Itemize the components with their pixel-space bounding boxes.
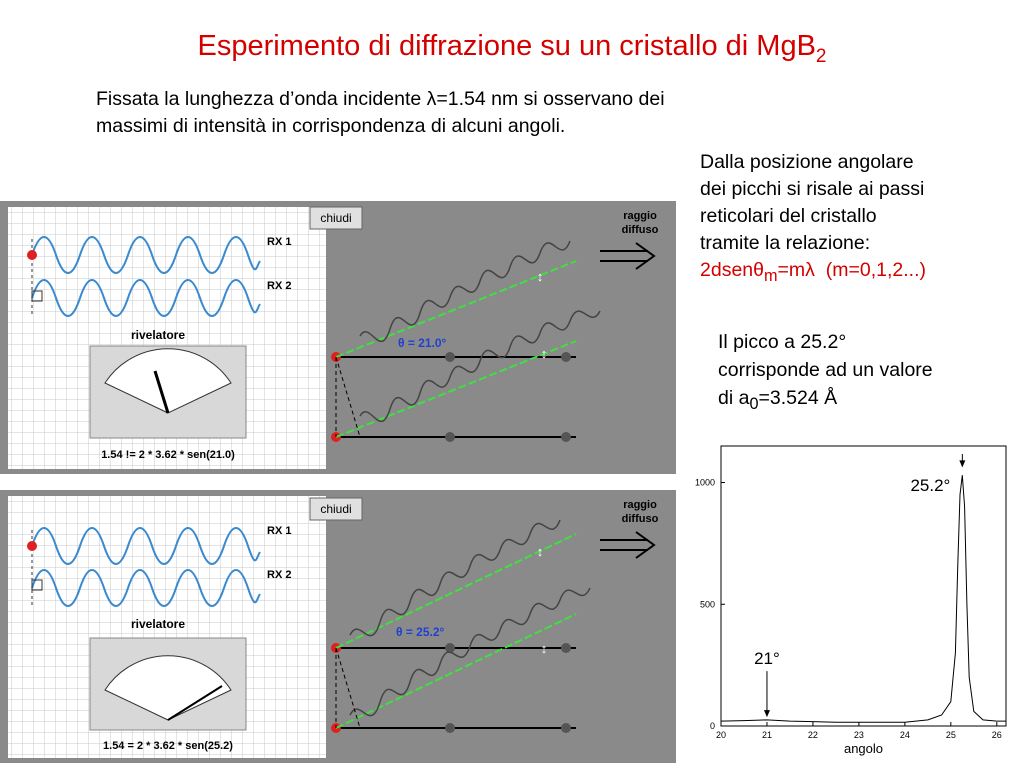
x-axis-label: angolo <box>844 741 883 756</box>
rx2-wave <box>31 279 261 317</box>
diffused-ray-label-1: raggio <box>623 499 657 511</box>
bragg-equation: 1.54 = 2 * 3.62 * sen(25.2) <box>103 740 233 752</box>
y-tick-label: 500 <box>700 599 715 609</box>
arrow-right-icon <box>600 531 656 559</box>
plot-frame <box>720 445 1007 727</box>
x-tick-label: 26 <box>992 730 1002 740</box>
angle-readout: θ = 21.0° <box>398 336 447 350</box>
arrow-down-icon <box>763 710 770 718</box>
drag-handle-icon[interactable]: ↕ <box>537 544 544 559</box>
drag-handle-icon[interactable]: ↕ <box>541 346 548 361</box>
arrow-down-icon <box>959 460 966 468</box>
rx2-label: RX 2 <box>267 569 291 581</box>
rx1-label: RX 1 <box>267 525 291 537</box>
x-tick-label: 20 <box>716 730 726 740</box>
series-line-0 <box>720 475 1006 723</box>
drag-handle-icon[interactable]: ↕ <box>537 269 544 284</box>
y-tick-label: 1000 <box>695 478 715 488</box>
diffraction-sim-panel-2: RX 1 RX 2 rivelatore 1.54 = 2 * 3.62 * s… <box>0 490 676 763</box>
drag-handle-icon[interactable]: ↕ <box>541 641 548 656</box>
bragg-equation: 1.54 != 2 * 3.62 * sen(21.0) <box>101 449 235 461</box>
peak-explanation: Il picco a 25.2° corrisponde ad un valor… <box>718 331 933 413</box>
close-button[interactable] <box>309 206 363 230</box>
rx2-label: RX 2 <box>267 280 291 292</box>
slide-title: Esperimento di diffrazione su un cristal… <box>197 30 827 67</box>
intro-text: Fissata la lunghezza d’onda incidente λ=… <box>96 88 665 137</box>
diffraction-chart: 20 21 22 23 24 25 26 0 500 1000 angolo 25.2° 21° <box>688 440 1016 762</box>
x-tick-label: 23 <box>854 730 864 740</box>
annotation-label: 21° <box>754 649 780 668</box>
rx2-wave <box>31 569 261 607</box>
detector-label: rivelatore <box>131 328 185 342</box>
rx1-wave <box>31 236 261 274</box>
y-tick-label: 0 <box>710 721 715 731</box>
rx1-label: RX 1 <box>267 236 291 248</box>
detector-gauge <box>104 655 232 721</box>
arrow-right-icon <box>600 242 656 270</box>
diffraction-chart-svg: 20 21 22 23 24 25 26 0 500 1000 angolo 25.2° 21° <box>695 445 1007 756</box>
annotation-label: 25.2° <box>910 476 950 495</box>
diffraction-sim-panel-1: RX 1 RX 2 rivelatore 1.54 != 2 * 3.62 * … <box>0 201 676 474</box>
angle-readout: θ = 25.2° <box>396 625 445 639</box>
x-tick-label: 25 <box>946 730 956 740</box>
bragg-formula: 2dsenθm=mλ (m=0,1,2...) <box>700 259 927 285</box>
diffused-ray-label-2: diffuso <box>622 513 659 525</box>
diffused-ray-label-1: raggio <box>623 210 657 222</box>
x-tick-label: 21 <box>762 730 772 740</box>
close-button-label: chiudi <box>320 502 351 516</box>
detector-gauge <box>104 348 232 414</box>
x-tick-label: 22 <box>808 730 818 740</box>
close-button-label: chiudi <box>320 211 351 225</box>
close-button[interactable] <box>309 497 363 521</box>
diffused-ray-label-2: diffuso <box>622 224 659 236</box>
rx1-wave <box>31 527 261 565</box>
x-tick-label: 24 <box>900 730 910 740</box>
bragg-explanation: Dalla posizione angolare dei picchi si r… <box>700 149 1010 290</box>
detector-label: rivelatore <box>131 617 185 631</box>
